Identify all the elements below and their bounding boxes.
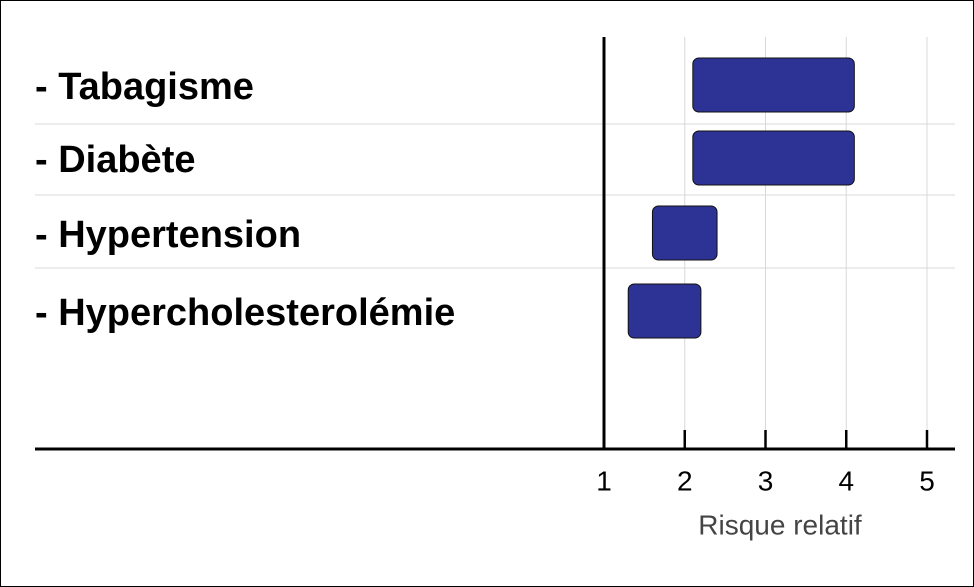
category-label: - Hypertension: [35, 214, 301, 256]
range-bar: [692, 57, 855, 113]
x-tick-label: 3: [758, 465, 774, 496]
x-tick-label: 1: [596, 465, 612, 496]
category-label: - Hypercholesterolémie: [35, 292, 455, 334]
category-label: - Diabète: [35, 139, 195, 181]
range-bar: [651, 205, 718, 261]
x-axis-label: Risque relatif: [698, 509, 862, 540]
category-label: - Tabagisme: [35, 66, 254, 108]
x-tick-label: 4: [838, 465, 854, 496]
range-bar: [627, 283, 702, 339]
x-tick-label: 2: [677, 465, 693, 496]
range-bar: [692, 130, 855, 186]
x-tick-label: 5: [919, 465, 935, 496]
